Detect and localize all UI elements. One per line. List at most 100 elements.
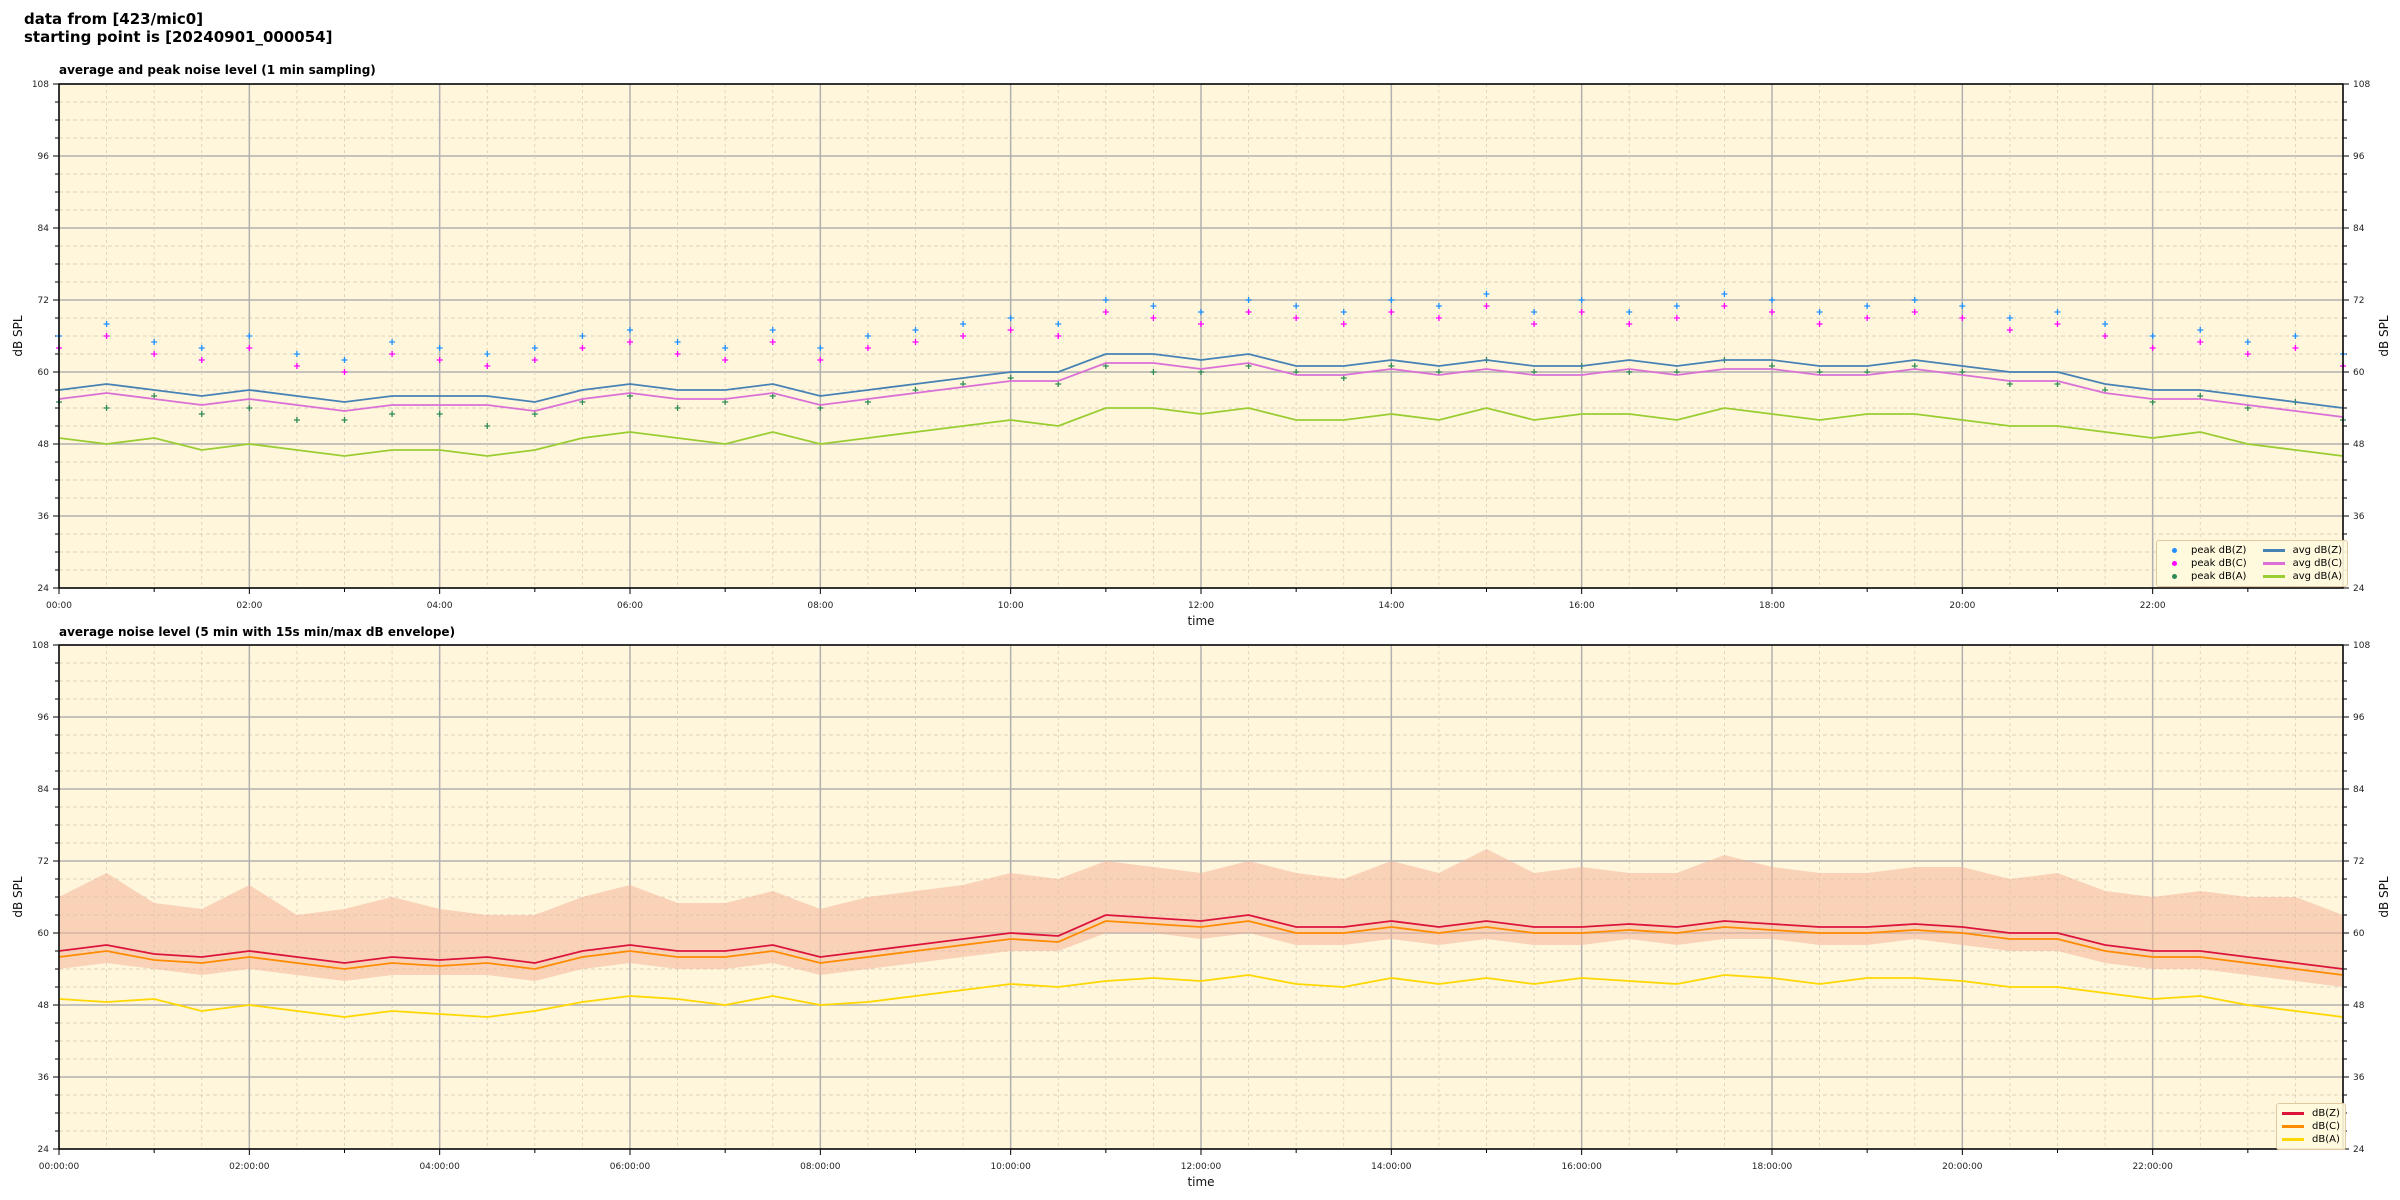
data-point (1769, 363, 1775, 369)
legend-label: peak dB(A) (2191, 571, 2247, 582)
data-point (1245, 309, 1252, 315)
legend-avg-z: avg dB(Z) (2262, 544, 2343, 557)
data-point (1007, 327, 1014, 333)
top-chart-legend: peak dB(Z) avg dB(Z) peak dB(C) avg dB(C… (2156, 540, 2349, 587)
data-point (2149, 345, 2156, 351)
x-tick-label: 22:00 (2140, 601, 2166, 611)
data-point (1293, 369, 1300, 375)
data-point (1721, 303, 1728, 309)
data-point (389, 351, 396, 357)
y-tick-label-left: 96 (38, 152, 50, 162)
y-tick-label-left: 36 (38, 512, 50, 522)
data-point (960, 321, 967, 327)
data-source-label: data from [423/mic0] (24, 10, 204, 28)
legend-label: avg dB(C) (2292, 558, 2343, 569)
data-point (484, 423, 491, 429)
data-point (1911, 297, 1918, 303)
data-point (151, 339, 158, 345)
y-tick-label-right: 108 (2353, 641, 2370, 651)
data-point (2197, 339, 2204, 345)
legend-label: avg dB(Z) (2292, 545, 2343, 556)
min-max-envelope (59, 849, 2343, 987)
series-line-avg-db-a- (58, 407, 2344, 457)
legend-line-icon (2262, 562, 2285, 565)
y-tick-label-right: 36 (2353, 1073, 2365, 1083)
y-axis-label-left: dB SPL (11, 876, 25, 918)
data-point (1245, 297, 1252, 303)
x-tick-label: 16:00 (1569, 601, 1595, 611)
data-point (2149, 333, 2156, 339)
data-point (674, 339, 681, 345)
series-line-avg-db-z- (58, 353, 2344, 409)
legend-label: dB(C) (2312, 1121, 2340, 1132)
data-point (1435, 315, 1442, 321)
y-tick-label-left: 84 (38, 224, 50, 234)
y-tick-label-left: 24 (38, 584, 50, 594)
plot-frame (58, 83, 2344, 589)
x-tick-label: 10:00 (998, 601, 1024, 611)
data-point (1340, 375, 1347, 381)
data-point (1483, 291, 1490, 297)
y-tick-label-right: 24 (2353, 1145, 2365, 1155)
y-axis-label-right: dB SPL (2377, 315, 2391, 357)
data-point (1531, 369, 1538, 375)
y-tick-label-left: 108 (32, 80, 49, 90)
data-point (436, 357, 443, 363)
y-tick-label-right: 84 (2353, 224, 2365, 234)
data-point (2054, 321, 2061, 327)
legend-dot-icon (2172, 548, 2177, 553)
data-point (864, 345, 871, 351)
data-point (1816, 309, 1823, 315)
data-point (817, 345, 824, 351)
data-point (627, 339, 633, 345)
data-point (2006, 327, 2013, 333)
data-point (1626, 321, 1633, 327)
x-tick-label: 06:00:00 (610, 1162, 651, 1172)
data-point (1864, 315, 1871, 321)
data-point (960, 381, 967, 387)
data-point (1673, 303, 1680, 309)
data-point (1055, 381, 1062, 387)
y-tick-label-left: 108 (32, 641, 49, 651)
data-point (2244, 339, 2251, 345)
data-point (1959, 303, 1966, 309)
x-tick-label: 02:00 (236, 601, 262, 611)
data-point (1626, 309, 1633, 315)
y-axis-label-left: dB SPL (11, 315, 25, 357)
data-point (436, 411, 443, 417)
y-tick-label-left: 60 (38, 929, 50, 939)
data-point (1150, 315, 1157, 321)
y-tick-label-left: 60 (38, 368, 50, 378)
data-point (1626, 369, 1633, 375)
y-tick-label-right: 24 (2353, 584, 2365, 594)
data-point (2054, 381, 2061, 387)
x-tick-label: 12:00:00 (1181, 1162, 1222, 1172)
series-line-db-z- (58, 914, 2344, 970)
y-tick-label-right: 72 (2353, 296, 2364, 306)
x-tick-label: 00:00:00 (39, 1162, 80, 1172)
data-point (436, 345, 443, 351)
data-point (1769, 309, 1775, 315)
data-point (2006, 381, 2013, 387)
x-tick-label: 14:00:00 (1371, 1162, 1412, 1172)
x-tick-label: 16:00:00 (1561, 1162, 1602, 1172)
data-point (1578, 309, 1585, 315)
y-tick-label-right: 48 (2353, 1001, 2365, 1011)
x-tick-label: 08:00:00 (800, 1162, 841, 1172)
data-point (1340, 309, 1347, 315)
data-point (1198, 369, 1204, 375)
data-point (1055, 333, 1062, 339)
data-point (1816, 321, 1823, 327)
legend-dot-icon (2172, 561, 2177, 566)
x-tick-label: 10:00:00 (990, 1162, 1031, 1172)
x-tick-label: 06:00 (617, 601, 643, 611)
data-point (1388, 297, 1395, 303)
legend-avg-c: avg dB(C) (2262, 557, 2343, 570)
data-point (1673, 315, 1680, 321)
legend-label: dB(Z) (2312, 1108, 2340, 1119)
y-axis-label-right: dB SPL (2377, 876, 2391, 918)
data-point (1198, 321, 1204, 327)
y-tick-label-left: 24 (38, 1145, 50, 1155)
data-point (2102, 387, 2109, 393)
y-tick-label-right: 60 (2353, 929, 2365, 939)
